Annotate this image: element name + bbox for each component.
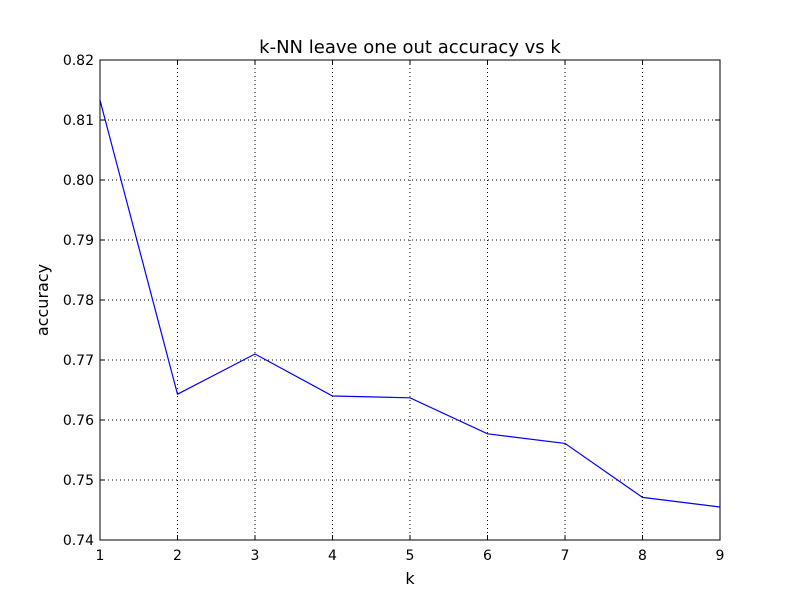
x-tick-label: 2: [173, 548, 182, 564]
y-tick-label: 0.80: [63, 173, 94, 189]
chart-title: k-NN leave one out accuracy vs k: [259, 37, 561, 58]
x-axis-label: k: [405, 569, 415, 588]
y-tick-label: 0.77: [63, 353, 94, 369]
y-tick-label: 0.78: [63, 293, 94, 309]
x-tick-label: 6: [483, 548, 492, 564]
x-tick-label: 7: [561, 548, 570, 564]
y-tick-label: 0.79: [63, 233, 94, 249]
grid-layer: [100, 60, 720, 540]
y-axis-label: accuracy: [33, 264, 52, 336]
series-layer: [99, 100, 721, 508]
y-tick-label: 0.82: [63, 53, 94, 69]
x-tick-label: 9: [716, 548, 725, 564]
y-tick-label: 0.75: [63, 473, 94, 489]
y-tick-label: 0.76: [63, 413, 94, 429]
tick-layer: 1 2 3 4 5 6 7 8 9 0.74 0.75 0.76 0.77 0.78 0.79 0.80 0.8…: [63, 53, 725, 564]
series-line: [99, 100, 721, 508]
x-tick-label: 5: [406, 548, 415, 564]
x-tick-label: 1: [96, 548, 105, 564]
x-tick-label: 3: [251, 548, 260, 564]
x-tick-label: 4: [328, 548, 337, 564]
x-tick-label: 8: [638, 548, 647, 564]
y-tick-label: 0.81: [63, 113, 94, 129]
y-tick-label: 0.74: [63, 533, 94, 549]
